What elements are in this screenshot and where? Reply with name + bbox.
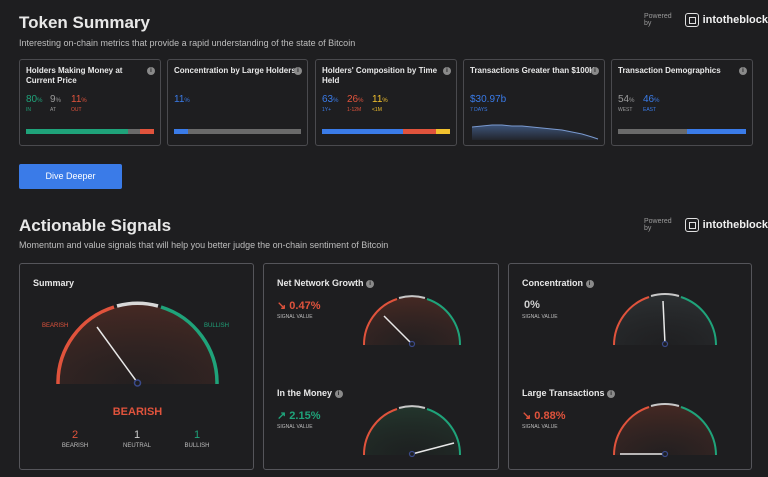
concentration-bar bbox=[174, 129, 301, 134]
info-icon[interactable]: i bbox=[443, 67, 451, 75]
info-icon[interactable]: i bbox=[294, 67, 302, 75]
arrow-down-right-icon: ↘ bbox=[277, 300, 287, 312]
powered-by-label: Powered by bbox=[644, 218, 672, 232]
west-value: 54% bbox=[618, 94, 635, 105]
large-transactions-title: Large Transactions i bbox=[522, 388, 616, 399]
bullish-gauge-label: BULLISH bbox=[204, 323, 230, 329]
concentration-title: Concentration i bbox=[522, 278, 594, 289]
large-transactions-value: ↘ 0.88% bbox=[522, 410, 566, 422]
net-network-growth-label: SIGNAL VALUE bbox=[277, 314, 313, 320]
in-value: 80% bbox=[26, 94, 43, 105]
holders-bar bbox=[26, 129, 154, 134]
neutral-count: 1 bbox=[133, 429, 141, 441]
card-title: Holders Making Money at Current Price bbox=[26, 66, 122, 86]
powered-by-badge[interactable]: Powered by intotheblock bbox=[644, 13, 768, 27]
summary-panel: Summary BEARISH BULLISH BEARISH 2 BEARIS… bbox=[19, 263, 254, 470]
large-transactions-label: SIGNAL VALUE bbox=[522, 424, 558, 430]
net-network-growth-title: Net Network Growth i bbox=[277, 278, 375, 289]
west-label: WEST bbox=[618, 107, 633, 113]
actionable-signals-title: Actionable Signals bbox=[19, 216, 172, 235]
out-label: OUT bbox=[71, 107, 82, 113]
signals-panel-right: Concentration i 0% SIGNAL VALUE Large Tr… bbox=[508, 263, 752, 470]
card-title: Transactions Greater than $100K bbox=[470, 66, 595, 75]
mid-term-value: 26% bbox=[347, 94, 364, 105]
card-title-line2: Held bbox=[322, 76, 340, 85]
card-title-line1: Holders' Composition by Time bbox=[322, 66, 438, 75]
intotheblock-logo-icon bbox=[684, 218, 699, 232]
token-summary-subtitle: Interesting on-chain metrics that provid… bbox=[19, 38, 356, 48]
in-label: IN bbox=[26, 107, 31, 113]
out-value: 11% bbox=[71, 94, 87, 105]
bearish-count-label: BEARISH bbox=[61, 443, 89, 449]
in-the-money-label: SIGNAL VALUE bbox=[277, 424, 313, 430]
card-title-line1: Holders Making Money at bbox=[26, 66, 123, 75]
card-title-line2: Current Price bbox=[26, 76, 77, 85]
concentration-card[interactable]: Concentration by Large Holders i 11% bbox=[167, 59, 308, 146]
neutral-count-label: NEUTRAL bbox=[122, 443, 151, 449]
mid-term-label: 1-12M bbox=[347, 107, 362, 113]
token-summary-title: Token Summary bbox=[19, 13, 151, 32]
info-icon[interactable]: i bbox=[147, 67, 155, 75]
net-network-growth-gauge bbox=[362, 295, 462, 348]
bullish-count-label: BULLISH bbox=[184, 443, 210, 449]
transactions-label: 7 DAYS bbox=[470, 107, 488, 113]
in-the-money-gauge bbox=[362, 405, 462, 458]
info-icon[interactable]: i bbox=[585, 280, 594, 288]
info-icon[interactable]: i bbox=[366, 280, 375, 288]
east-value: 46% bbox=[643, 94, 660, 105]
brand-name: intotheblock bbox=[702, 14, 768, 26]
intotheblock-logo-icon bbox=[684, 13, 699, 27]
short-term-value: 11% bbox=[372, 94, 388, 105]
info-icon[interactable]: i bbox=[739, 67, 747, 75]
transactions-sparkline bbox=[472, 124, 599, 140]
long-term-value: 63% bbox=[322, 94, 339, 105]
card-title: Transaction Demographics bbox=[618, 66, 721, 75]
arrow-up-right-icon: ↗ bbox=[277, 410, 287, 422]
bearish-gauge-label: BEARISH bbox=[42, 323, 69, 329]
at-value: 9% bbox=[50, 94, 61, 105]
in-the-money-title: In the Money i bbox=[277, 388, 343, 399]
bullish-count: 1 bbox=[193, 429, 201, 441]
concentration-gauge bbox=[613, 293, 717, 348]
card-title: Holders' Composition by Time Held bbox=[322, 66, 437, 86]
summary-title: Summary bbox=[33, 278, 75, 288]
dive-deeper-button[interactable]: Dive Deeper bbox=[19, 164, 122, 189]
short-term-label: <1M bbox=[372, 107, 382, 113]
holders-composition-card[interactable]: Holders' Composition by Time Held i 63% … bbox=[315, 59, 457, 146]
transactions-value: $30.97b bbox=[470, 94, 507, 105]
actionable-signals-subtitle: Momentum and value signals that will hel… bbox=[19, 240, 389, 250]
signals-panel-middle: Net Network Growth i ↘ 0.47% SIGNAL VALU… bbox=[263, 263, 499, 470]
info-icon[interactable]: i bbox=[591, 67, 599, 75]
long-term-label: 1Y+ bbox=[322, 107, 332, 113]
holders-making-money-card[interactable]: Holders Making Money at Current Price i … bbox=[19, 59, 161, 146]
info-icon[interactable]: i bbox=[334, 390, 343, 398]
arrow-down-right-icon: ↘ bbox=[522, 410, 532, 422]
at-label: AT bbox=[50, 107, 57, 113]
bearish-count: 2 bbox=[71, 429, 79, 441]
in-the-money-value: ↗ 2.15% bbox=[277, 410, 321, 422]
summary-verdict: BEARISH bbox=[112, 406, 163, 418]
info-icon[interactable]: i bbox=[607, 390, 616, 398]
large-transactions-gauge bbox=[613, 403, 717, 458]
concentration-value: 11% bbox=[174, 94, 190, 105]
concentration-signal-label: SIGNAL VALUE bbox=[522, 314, 558, 320]
composition-bar bbox=[322, 129, 450, 134]
concentration-signal-value: 0% bbox=[524, 299, 540, 311]
east-label: EAST bbox=[643, 107, 657, 113]
large-transactions-card[interactable]: Transactions Greater than $100K i $30.97… bbox=[463, 59, 605, 146]
transaction-demographics-card[interactable]: Transaction Demographics i 54% WEST 46% … bbox=[611, 59, 753, 146]
powered-by-label: Powered by bbox=[644, 13, 672, 27]
summary-gauge bbox=[56, 301, 219, 387]
powered-by-badge[interactable]: Powered by intotheblock bbox=[644, 218, 768, 232]
net-network-growth-value: ↘ 0.47% bbox=[277, 300, 321, 312]
demographics-bar bbox=[618, 129, 746, 134]
brand-name: intotheblock bbox=[702, 219, 768, 231]
card-title: Concentration by Large Holders bbox=[174, 66, 296, 75]
